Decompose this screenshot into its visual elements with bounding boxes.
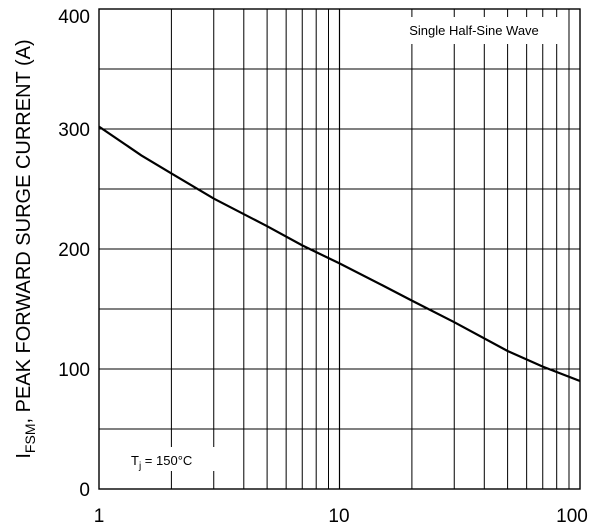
wave-annotation: Single Half-Sine Wave bbox=[409, 23, 539, 38]
grid bbox=[99, 9, 580, 489]
y-tick-label: 200 bbox=[58, 240, 90, 261]
x-tick-label: 1 bbox=[94, 506, 105, 527]
wave-annotation-box bbox=[382, 17, 565, 44]
y-axis-label: IFSM, PEAK FORWARD SURGE CURRENT (A) bbox=[13, 39, 38, 458]
y-tick-label: 0 bbox=[79, 480, 90, 501]
x-tick-labels: 1 10 100 bbox=[94, 506, 588, 527]
x-tick-label: 10 bbox=[328, 506, 349, 527]
tj-annotation-box bbox=[127, 447, 222, 471]
series-line bbox=[98, 125, 581, 383]
tj-annotation: Tj = 150°C bbox=[131, 453, 192, 472]
y-tick-label: 300 bbox=[58, 120, 90, 141]
y-tick-labels: 0 100 200 300 400 bbox=[58, 7, 90, 501]
x-tick-label: 100 bbox=[556, 506, 588, 527]
y-tick-label: 400 bbox=[58, 7, 90, 28]
plot-frame bbox=[98, 8, 581, 490]
y-tick-label: 100 bbox=[58, 360, 90, 381]
